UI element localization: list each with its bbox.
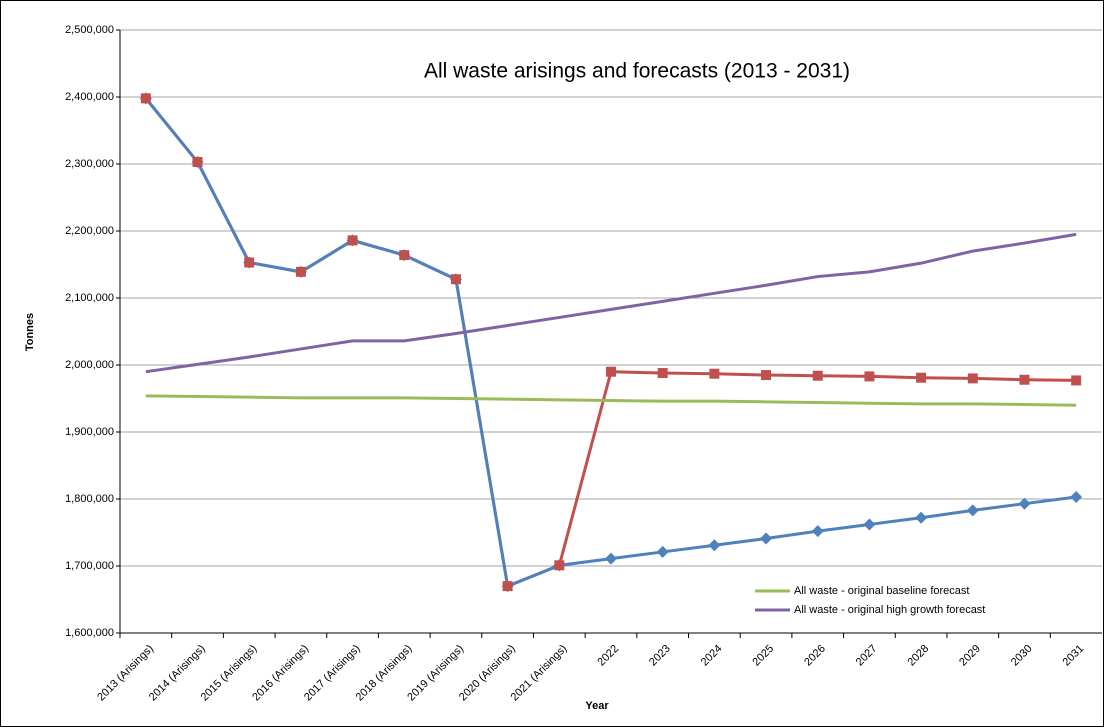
marker-square [295,266,306,277]
marker-square [502,581,513,592]
series-line [145,232,1077,374]
marker-square [399,250,410,261]
marker-square [709,368,720,379]
marker-square [1019,374,1030,385]
marker-square [192,156,203,167]
y-axis-label: Tonnes [24,313,36,351]
marker-square [347,235,358,246]
marker-diamond [811,525,824,538]
series-line [145,394,1077,407]
y-tick-label: 1,900,000 [65,426,114,438]
x-axis-label: Year [585,700,609,712]
y-tick-label: 2,200,000 [65,225,114,237]
marker-square [450,274,461,285]
y-tick-label: 1,700,000 [65,560,114,572]
marker-diamond [708,539,721,552]
y-tick-label: 2,000,000 [65,359,114,371]
marker-square [140,93,151,104]
y-tick-label: 2,400,000 [65,91,114,103]
legend-label: All waste - original high growth forecas… [794,604,985,616]
marker-diamond [1070,490,1083,503]
marker-diamond [915,511,928,524]
chart-title: All waste arisings and forecasts (2013 -… [424,60,850,83]
marker-square [761,370,772,381]
y-tick-label: 2,500,000 [65,24,114,36]
marker-square [554,560,565,571]
marker-diamond [966,504,979,517]
marker-square [812,370,823,381]
marker-square [657,368,668,379]
marker-diamond [656,545,669,558]
marker-diamond [863,518,876,531]
marker-diamond [1018,497,1031,510]
marker-square [864,371,875,382]
y-tick-label: 2,100,000 [65,292,114,304]
marker-diamond [760,532,773,545]
marker-square [244,257,255,268]
y-tick-label: 1,600,000 [65,627,114,639]
marker-square [606,366,616,377]
marker-square [967,373,978,384]
y-tick-label: 1,800,000 [65,493,114,505]
marker-diamond [605,552,617,565]
legend-label: All waste - original baseline forecast [794,585,969,597]
y-tick-label: 2,300,000 [65,158,114,170]
marker-square [1071,375,1082,386]
marker-square [916,372,927,383]
